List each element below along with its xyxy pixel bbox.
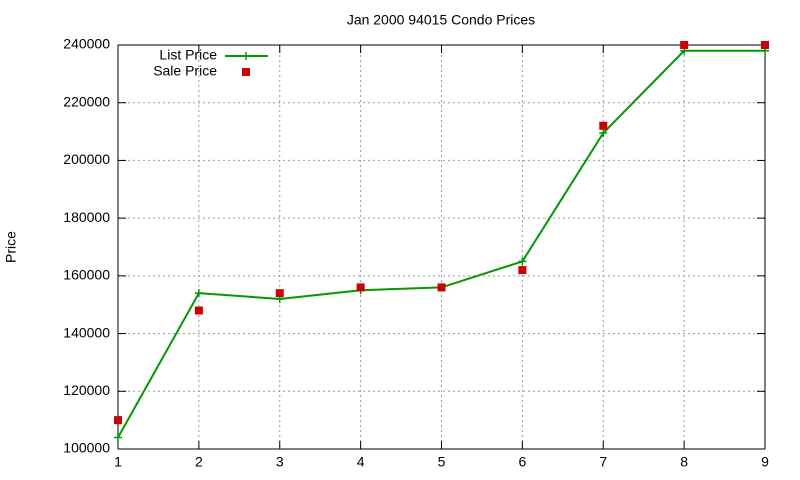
point bbox=[518, 257, 527, 266]
x-tick-label: 7 bbox=[599, 454, 607, 470]
y-tick-label: 200000 bbox=[63, 151, 110, 167]
y-tick-label: 180000 bbox=[63, 209, 110, 225]
x-tick-label: 1 bbox=[114, 454, 122, 470]
legend-label: List Price bbox=[159, 47, 217, 63]
point bbox=[680, 41, 689, 49]
point bbox=[194, 306, 203, 315]
point bbox=[356, 283, 365, 292]
point bbox=[114, 416, 122, 425]
x-tick-label: 5 bbox=[438, 454, 446, 470]
series-line bbox=[117, 49, 765, 438]
y-tick-label: 220000 bbox=[63, 93, 110, 109]
point bbox=[437, 283, 446, 292]
y-tick-label: 160000 bbox=[63, 267, 110, 283]
x-tick-label: 6 bbox=[518, 454, 526, 470]
point bbox=[114, 433, 122, 442]
y-tick-label: 240000 bbox=[63, 36, 110, 52]
x-tick-label: 4 bbox=[357, 454, 365, 470]
x-tick-label: 3 bbox=[276, 454, 284, 470]
point bbox=[599, 129, 608, 138]
x-tick-label: 8 bbox=[680, 454, 688, 470]
point bbox=[194, 289, 203, 298]
point bbox=[599, 121, 608, 130]
y-axis-label: Price bbox=[3, 231, 19, 263]
y-tick-label: 140000 bbox=[63, 324, 110, 340]
x-tick-label: 9 bbox=[761, 454, 769, 470]
plot-frame bbox=[117, 44, 766, 450]
point bbox=[761, 41, 769, 49]
y-tick-label: 120000 bbox=[63, 382, 110, 398]
point bbox=[275, 289, 284, 298]
chart-title: Jan 2000 94015 Condo Prices bbox=[347, 12, 535, 28]
legend-marker bbox=[242, 52, 250, 60]
x-tick-label: 2 bbox=[195, 454, 203, 470]
y-tick-label: 100000 bbox=[63, 440, 110, 456]
legend-marker bbox=[242, 68, 250, 76]
legend-label: Sale Price bbox=[153, 63, 217, 79]
point bbox=[518, 266, 527, 275]
